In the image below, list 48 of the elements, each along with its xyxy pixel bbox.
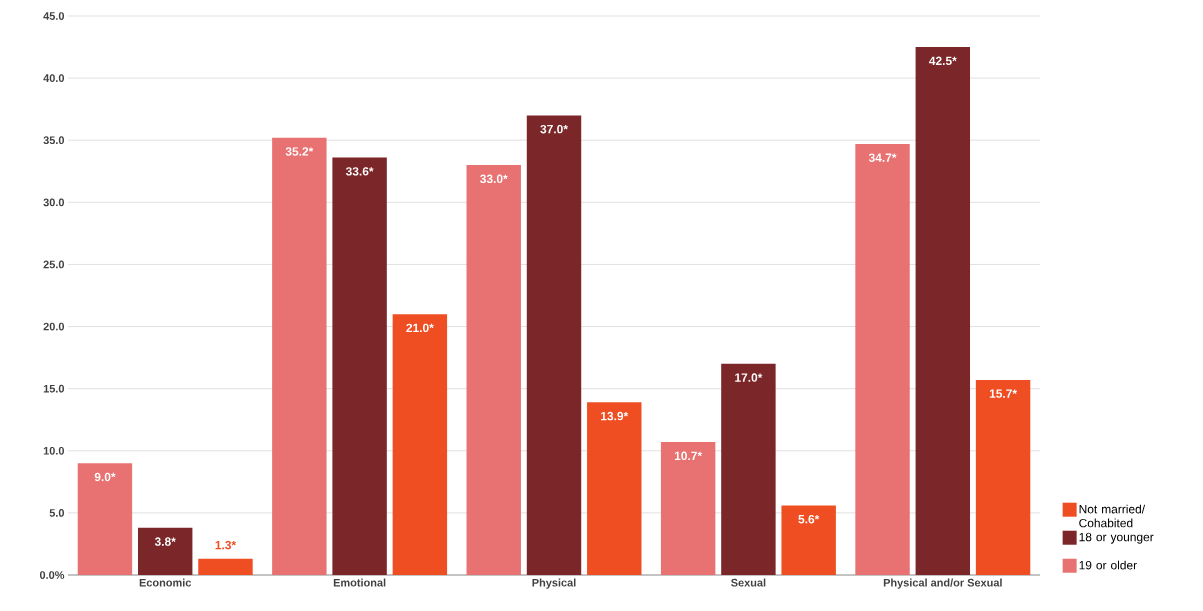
bar: [660, 442, 716, 575]
data-label: 3.8*: [154, 537, 176, 546]
bar: [272, 137, 327, 575]
bar: [915, 47, 971, 575]
x-tick-label: Sexual: [731, 578, 766, 587]
data-label: 1.3*: [215, 540, 237, 550]
y-tick-label: 30.0: [43, 198, 65, 207]
bar: [77, 463, 133, 575]
data-label: 35.2*: [285, 147, 314, 156]
y-tick-label: 45.0: [43, 12, 65, 20]
legend-label: 18 or younger: [1079, 532, 1154, 544]
bar: [332, 157, 387, 575]
y-tick-label: 10.0: [43, 446, 65, 455]
legend-label: 19 or older: [1079, 560, 1137, 570]
x-tick-label: Emotional: [333, 578, 386, 587]
bar: [975, 379, 1031, 575]
y-tick-label: 25.0: [43, 260, 65, 269]
data-label: 15.7*: [989, 389, 1018, 398]
data-label: 9.0*: [94, 472, 116, 482]
x-tick-label: Economic: [139, 578, 192, 587]
y-tick-label: 15.0: [43, 384, 65, 393]
bar: [721, 363, 776, 575]
data-label: 17.0*: [735, 373, 763, 382]
legend-label: Not married/ Cohabited: [1079, 504, 1146, 528]
y-tick-label: 20.0: [43, 322, 65, 331]
data-label: 13.9*: [601, 411, 629, 421]
data-label: 42.5*: [929, 56, 957, 66]
data-label: 33.6*: [345, 167, 374, 176]
data-label: 34.7*: [868, 153, 897, 162]
y-tick-label: 0.0%: [39, 571, 65, 579]
bar: [392, 314, 448, 575]
bar: [781, 505, 836, 575]
bar: [526, 115, 582, 575]
y-tick-label: 35.0: [43, 136, 65, 145]
bar: [855, 143, 910, 575]
x-tick-label: Physical: [532, 578, 576, 589]
bar: [137, 527, 193, 575]
data-label: 5.6*: [798, 514, 820, 524]
data-label: 21.0*: [406, 323, 434, 333]
bar: [587, 402, 642, 575]
y-tick-label: 5.0: [49, 509, 65, 517]
y-tick-label: 40.0: [43, 74, 65, 82]
data-label: 33.0*: [480, 174, 508, 184]
data-label: 37.0*: [540, 124, 568, 134]
data-label: 10.7*: [674, 451, 703, 461]
bar: [198, 558, 253, 575]
bar: [466, 165, 521, 575]
x-tick-label: Physical and/or Sexual: [883, 578, 1002, 589]
